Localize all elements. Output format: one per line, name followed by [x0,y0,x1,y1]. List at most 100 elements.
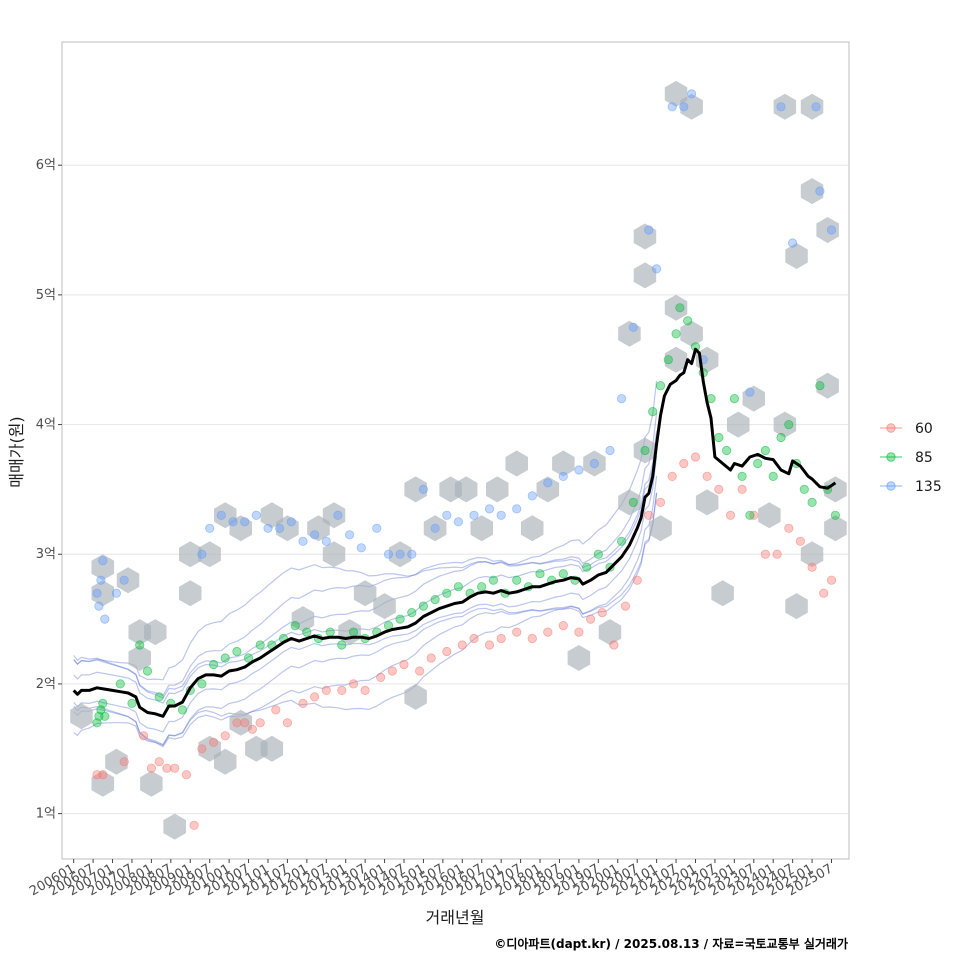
point-85 [115,679,125,689]
point-135 [216,510,226,520]
point-135 [679,102,689,112]
hex-bin [664,346,688,373]
point-85 [753,458,763,469]
x-axis-title: 거래년월 [426,908,485,927]
point-60 [667,471,677,481]
hex-bin [260,735,284,762]
point-135 [442,510,452,520]
point-135 [197,549,207,559]
point-85 [582,562,592,572]
trend-line [72,347,837,718]
point-60 [309,692,320,702]
density-contour [73,492,658,748]
point-60 [426,653,436,663]
point-60 [772,549,782,559]
point-135 [111,588,122,598]
point-135 [356,543,366,553]
point-60 [574,627,584,637]
point-60 [496,633,506,644]
point-60 [512,627,522,637]
point-85 [154,692,164,702]
point-135 [98,556,108,566]
point-60 [784,523,794,533]
hex-bin [179,580,202,607]
point-135 [745,387,755,397]
point-60 [585,614,596,624]
point-135 [484,504,495,514]
hex-bin [680,93,703,120]
point-135 [286,517,296,527]
hex-bin [70,703,93,730]
point-135 [372,523,382,533]
point-60 [702,471,712,481]
point-135 [512,504,522,514]
point-135 [96,575,106,585]
point-135 [815,186,825,196]
hex-bin [423,515,447,542]
point-60 [282,718,292,728]
point-85 [418,601,428,611]
trend-line-group [72,347,837,718]
hex-bin [633,262,657,289]
point-60 [690,452,701,462]
point-85 [729,393,740,404]
point-135 [686,89,697,99]
hex-bin [633,223,657,250]
point-135 [92,588,102,598]
point-85 [395,614,405,624]
hex-bin [742,385,765,412]
point-135 [100,614,110,624]
point-135 [407,549,417,559]
point-85 [98,698,108,709]
point-85 [714,432,724,443]
point-135 [543,478,553,488]
point-85 [760,445,771,456]
hex-bin [680,320,703,347]
point-85 [477,582,487,592]
point-135 [667,102,677,112]
point-85 [127,698,137,709]
point-135 [228,517,238,527]
hex-bin [179,541,202,568]
point-135 [574,465,584,475]
point-85 [243,653,254,663]
point-60 [737,484,747,494]
point-60 [609,640,619,650]
hex-bin [105,748,128,775]
legend-key-85 [886,452,896,462]
y-tick-label: 3억 [36,547,56,562]
point-85 [453,582,463,592]
hex-bin [91,580,115,607]
point-60 [232,718,242,728]
point-135 [430,523,440,533]
density-contour [73,430,658,699]
point-85 [784,419,794,430]
point-60 [527,633,537,644]
point-85 [197,679,207,689]
point-135 [309,530,320,540]
point-60 [442,646,452,657]
point-60 [632,575,642,585]
hex-bin [291,606,315,633]
density-contour [73,380,658,681]
point-135 [651,264,662,274]
point-85 [558,569,568,579]
hex-bin [536,476,560,503]
point-85 [430,594,440,605]
hex-bin [785,593,808,620]
point-85 [407,607,417,618]
hex-bin [163,813,186,840]
point-60 [543,627,553,637]
point-60 [714,484,724,494]
point-85 [807,497,817,507]
y-axis-title: 매매가(원) [7,416,26,487]
point-85 [721,445,732,456]
y-tick-label: 5억 [36,288,56,303]
y-tick-label: 2억 [36,677,56,692]
legend-label-60: 60 [915,421,933,437]
point-85 [255,640,265,650]
point-60 [725,510,736,520]
point-135 [776,102,786,112]
point-85 [290,620,300,631]
